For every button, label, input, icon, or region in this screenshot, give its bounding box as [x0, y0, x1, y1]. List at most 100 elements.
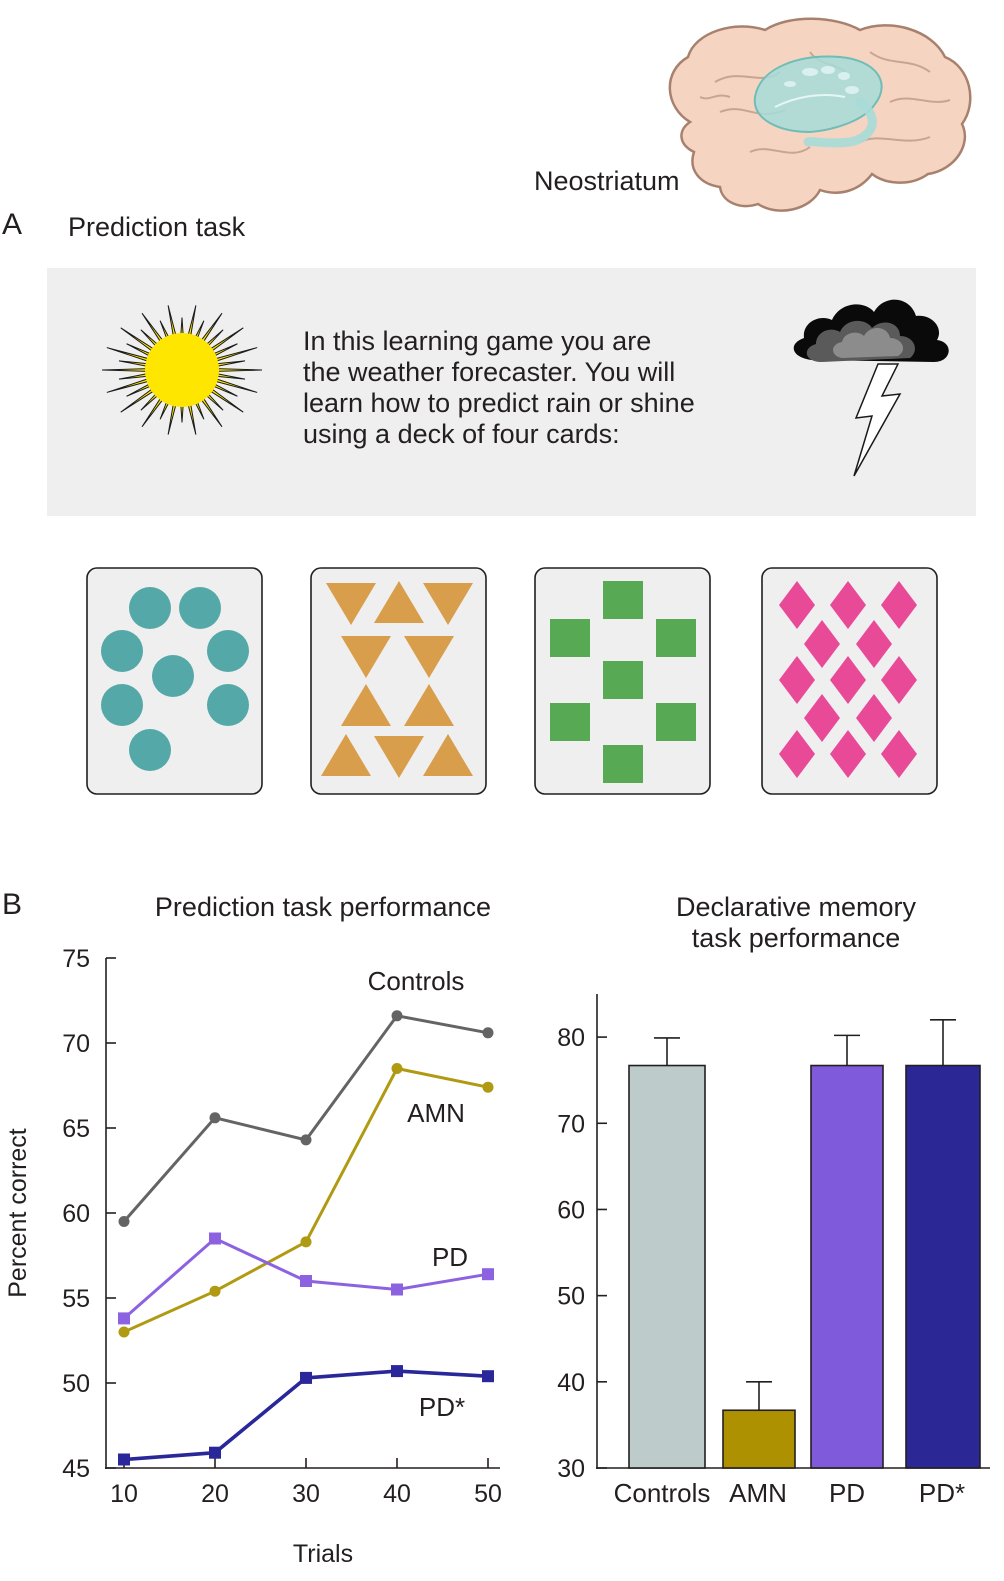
- bar-chart-title: Declarative memory: [676, 892, 917, 922]
- data-point: [482, 1370, 494, 1383]
- card-shape: [404, 684, 454, 726]
- card-shape: [830, 656, 866, 704]
- card-shape: [881, 581, 917, 629]
- data-point: [391, 1010, 403, 1022]
- data-point: [118, 1312, 130, 1325]
- panel-a-letter: A: [2, 208, 23, 241]
- data-point: [209, 1285, 221, 1297]
- bar-controls: [628, 1037, 706, 1469]
- card-shape: [779, 581, 815, 629]
- x-category-label: PD: [829, 1478, 865, 1508]
- card-shape: [101, 630, 143, 672]
- data-point: [482, 1027, 494, 1039]
- data-point: [118, 1326, 130, 1338]
- series-label: Controls: [368, 966, 465, 996]
- y-tick-label: 65: [62, 1115, 90, 1143]
- data-point: [300, 1236, 312, 1248]
- bar-amn: [722, 1381, 796, 1469]
- card-shape: [830, 581, 866, 629]
- y-tick-label: 45: [62, 1455, 90, 1483]
- card-shape: [881, 656, 917, 704]
- series-pd-star: [118, 1365, 494, 1466]
- x-category-label: Controls: [614, 1478, 711, 1508]
- y-tick-label: 75: [62, 945, 90, 973]
- data-point: [118, 1453, 130, 1466]
- bar-pd-star: [905, 1019, 981, 1469]
- card-shape: [152, 655, 194, 697]
- y-tick-label: 70: [557, 1110, 585, 1138]
- y-tick-label: 50: [557, 1283, 585, 1311]
- card-shape: [326, 583, 376, 625]
- x-tick-label: 20: [201, 1480, 229, 1508]
- line-chart-xlabel: Trials: [293, 1540, 353, 1568]
- series-pd: [118, 1232, 494, 1325]
- card-shape: [321, 734, 371, 776]
- y-tick-label: 40: [557, 1369, 585, 1397]
- brain-illustration: [668, 17, 972, 212]
- triangle-card: [310, 567, 487, 795]
- circle-card: [86, 567, 263, 795]
- sun-icon: [101, 305, 263, 435]
- card-shape: [603, 661, 643, 699]
- card-deck: [86, 567, 938, 795]
- x-tick-label: 10: [110, 1480, 138, 1508]
- data-point: [209, 1232, 221, 1245]
- card-shape: [101, 684, 143, 726]
- y-tick-label: 60: [557, 1196, 585, 1224]
- card-shape: [779, 656, 815, 704]
- line-chart-title: Prediction task performance: [155, 892, 491, 922]
- panel-b-letter: B: [2, 888, 23, 921]
- data-point: [300, 1275, 312, 1287]
- diamond-card: [761, 567, 938, 795]
- card-shape: [779, 730, 815, 778]
- data-point: [391, 1283, 403, 1296]
- card-shape: [881, 730, 917, 778]
- neostriatum-label: Neostriatum: [534, 166, 680, 196]
- series-controls: [118, 1010, 494, 1227]
- x-tick-label: 40: [383, 1480, 411, 1508]
- bar: [722, 1409, 796, 1469]
- storm-cloud-icon: [793, 299, 949, 477]
- bar: [905, 1064, 981, 1469]
- data-point: [118, 1216, 130, 1227]
- card-shape: [423, 583, 473, 625]
- y-tick-label: 30: [557, 1455, 585, 1483]
- x-category-label: PD*: [919, 1478, 965, 1508]
- line-chart: Prediction task performance Percent corr…: [4, 892, 502, 1568]
- card-shape: [603, 581, 643, 619]
- bar-chart-title: task performance: [692, 923, 901, 953]
- x-tick-label: 50: [474, 1480, 502, 1508]
- square-card: [534, 567, 711, 795]
- card-shape: [129, 587, 171, 629]
- data-point: [300, 1134, 312, 1146]
- bar: [628, 1064, 706, 1469]
- series-label: AMN: [407, 1098, 465, 1128]
- instruction-text: In this learning game you are the weathe…: [303, 326, 695, 449]
- card-shape: [550, 619, 590, 657]
- card-shape: [423, 734, 473, 776]
- y-tick-label: 80: [557, 1024, 585, 1052]
- card-shape: [804, 620, 840, 668]
- card-shape: [179, 587, 221, 629]
- y-tick-label: 50: [62, 1370, 90, 1398]
- card-shape: [341, 684, 391, 726]
- card-shape: [207, 630, 249, 672]
- y-tick-label: 60: [62, 1200, 90, 1228]
- data-point: [482, 1081, 494, 1093]
- y-tick-label: 70: [62, 1030, 90, 1058]
- data-point: [482, 1268, 494, 1281]
- series-label: PD*: [419, 1392, 465, 1422]
- data-point: [391, 1063, 403, 1074]
- x-category-label: AMN: [729, 1478, 787, 1508]
- card-shape: [856, 620, 892, 668]
- card-shape: [856, 694, 892, 742]
- panel-a-title: Prediction task: [68, 212, 246, 242]
- data-point: [391, 1365, 403, 1378]
- card-shape: [830, 730, 866, 778]
- card-shape: [129, 729, 171, 771]
- bar: [810, 1064, 884, 1469]
- data-point: [209, 1112, 221, 1124]
- card-shape: [656, 703, 696, 741]
- card-shape: [374, 581, 424, 623]
